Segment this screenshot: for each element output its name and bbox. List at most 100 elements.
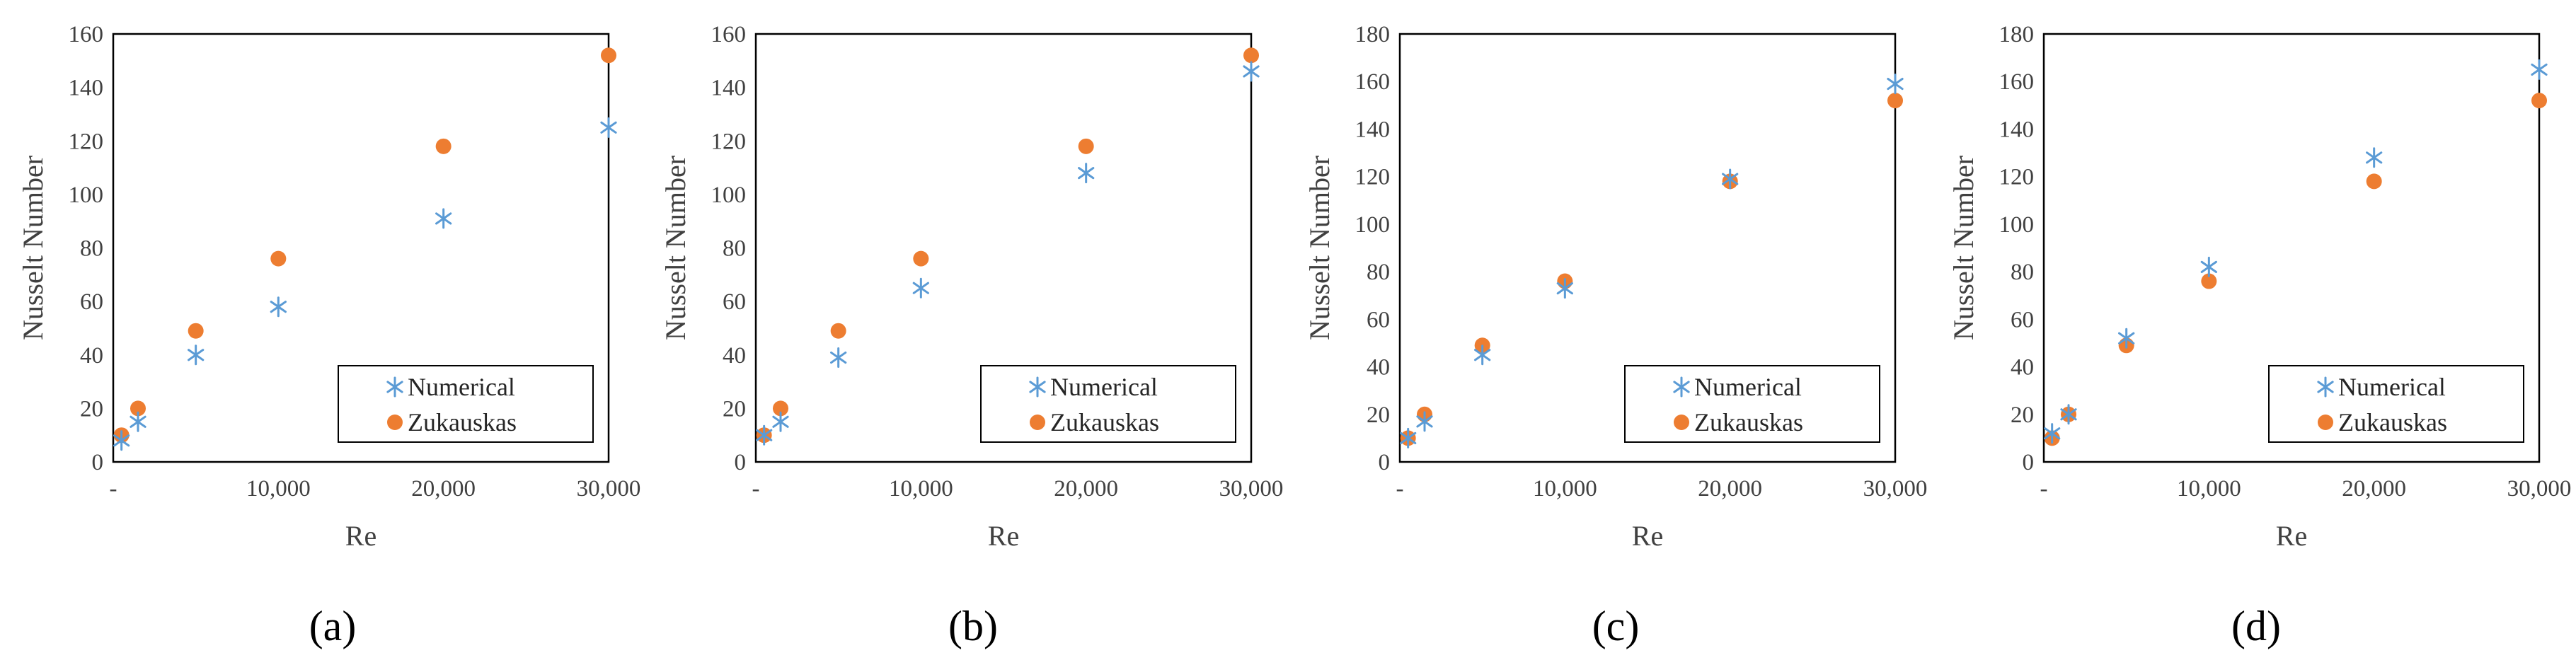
x-tick-label: 30,000: [2507, 476, 2572, 502]
y-tick-label: 140: [1999, 117, 2035, 142]
panel-label: (a): [309, 603, 357, 649]
numerical-point: [1474, 344, 1491, 366]
legend: Numerical Zukauskas: [2268, 365, 2524, 443]
numerical-point: [2118, 328, 2135, 349]
y-tick-label: 100: [1355, 212, 1391, 238]
legend-numerical-marker: [1029, 376, 1046, 398]
y-tick-label: 120: [1355, 165, 1391, 190]
chart-panel-3: 0 20 40 60 80 100 120 140 160 180 - 10,000 20,000 30,…: [1948, 22, 2571, 649]
y-tick-label: 80: [723, 236, 746, 262]
x-tick-label: 20,000: [411, 476, 476, 502]
y-axis-title: Nusselt Number: [660, 156, 691, 340]
numerical-point: [1400, 427, 1417, 448]
zukauskas-point: [188, 323, 204, 339]
y-tick-label: 60: [1367, 307, 1390, 332]
y-tick-label: 20: [1367, 402, 1390, 428]
plot-area-frame: [1398, 33, 1897, 463]
y-tick-label: 0: [2023, 450, 2035, 475]
numerical-point: [1243, 61, 1260, 82]
asterisk-stroke: [2060, 408, 2077, 421]
x-tick-label: -: [1396, 476, 1404, 502]
plot-area-frame: [112, 33, 610, 463]
x-tick-label: -: [2040, 476, 2048, 502]
y-tick-label: 40: [2011, 355, 2034, 381]
y-tick-label: 100: [711, 183, 747, 208]
asterisk-stroke: [600, 121, 617, 134]
y-tick-label: 80: [80, 236, 103, 262]
x-tick-label: 30,000: [1219, 476, 1284, 502]
legend-zukauskas-marker: [387, 415, 403, 430]
numerical-point: [912, 277, 929, 299]
y-tick-label: 140: [69, 76, 104, 101]
legend: Numerical Zukauskas: [980, 365, 1236, 443]
legend-zukauskas-marker: [2318, 415, 2333, 430]
asterisk-stroke: [188, 349, 205, 361]
x-tick-label: 10,000: [246, 476, 311, 502]
asterisk-stroke: [1243, 65, 1260, 78]
asterisk-stroke: [756, 429, 773, 441]
zukauskas-point: [773, 400, 788, 417]
asterisk-stroke: [1556, 282, 1573, 295]
x-tick-label: 10,000: [889, 476, 953, 502]
asterisk-stroke: [435, 212, 452, 225]
y-tick-label: 0: [1379, 450, 1391, 475]
asterisk-stroke: [1474, 349, 1491, 361]
asterisk-stroke: [830, 351, 847, 364]
numerical-point: [270, 296, 287, 318]
asterisk-stroke: [270, 301, 287, 313]
legend: Numerical Zukauskas: [1624, 365, 1880, 443]
y-tick-label: 80: [1367, 260, 1390, 285]
series-numerical: [1400, 74, 1904, 448]
zukauskas-point: [435, 138, 452, 154]
y-axis-title: Nusselt Number: [1304, 156, 1335, 340]
y-axis-title: Nusselt Number: [1948, 156, 1979, 340]
legend-label: Zukauskas: [1694, 408, 1803, 436]
legend-box: [980, 365, 1236, 443]
y-tick-label: 0: [735, 450, 747, 475]
numerical-point: [1078, 163, 1095, 184]
legend-label: Zukauskas: [408, 408, 517, 436]
asterisk-stroke: [1078, 167, 1095, 180]
y-tick-label: 100: [69, 183, 104, 208]
numerical-point: [772, 411, 789, 432]
legend-label: Numerical: [1050, 373, 1158, 401]
chart-panel-1: 0 20 40 60 80 100 120 140 160 - 10,000 20,000 30,000…: [660, 22, 1283, 649]
series-numerical: [756, 61, 1260, 446]
asterisk-stroke: [2531, 63, 2548, 76]
y-tick-label: 20: [2011, 402, 2034, 428]
zukauskas-point: [2366, 173, 2382, 190]
zukauskas-point: [1887, 93, 1903, 109]
y-tick-label: 160: [69, 22, 104, 47]
x-tick-label: 10,000: [2177, 476, 2241, 502]
numerical-point: [2366, 147, 2383, 168]
zukauskas-point: [2201, 273, 2217, 289]
numerical-point: [1416, 411, 1433, 432]
asterisk-stroke: [1400, 431, 1417, 444]
y-tick-label: 160: [1999, 69, 2035, 95]
y-tick-label: 0: [92, 450, 104, 475]
asterisk-stroke: [2118, 332, 2135, 344]
legend-numerical-marker: [386, 376, 403, 398]
asterisk-stroke: [130, 415, 146, 428]
numerical-point: [1556, 278, 1573, 299]
y-tick-label: 100: [1999, 212, 2035, 238]
plot-area-frame: [2042, 33, 2541, 463]
x-axis-title: Re: [2276, 520, 2307, 552]
legend-label: Zukauskas: [2338, 408, 2447, 436]
legend-zukauskas-marker: [1030, 415, 1045, 430]
y-tick-label: 80: [2011, 260, 2034, 285]
x-tick-label: 10,000: [1533, 476, 1597, 502]
asterisk-stroke: [2200, 260, 2217, 273]
series-numerical: [113, 117, 617, 451]
asterisk-stroke: [1416, 415, 1433, 428]
numerical-point: [2200, 256, 2217, 277]
numerical-point: [600, 117, 617, 138]
asterisk-stroke: [772, 415, 789, 428]
legend-box: [1624, 365, 1880, 443]
chart-panel-0: 0 20 40 60 80 100 120 140 160 - 10,000 20,000 30,000…: [17, 22, 640, 649]
panel-label: (b): [948, 603, 998, 649]
legend-numerical-marker: [1673, 376, 1690, 398]
zukauskas-point: [1078, 138, 1094, 154]
x-tick-label: -: [110, 476, 117, 502]
panel-label: (d): [2231, 603, 2281, 649]
